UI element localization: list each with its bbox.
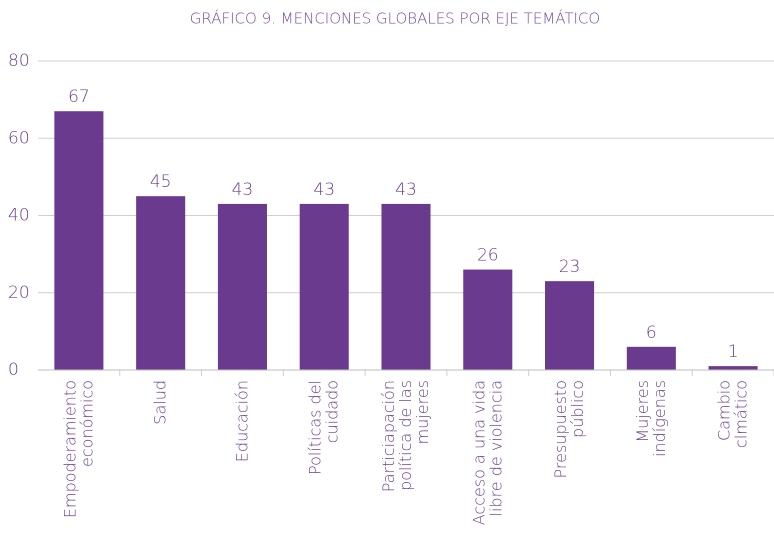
- y-tick-label: 80: [8, 51, 30, 71]
- x-label-group: Acceso a una vidalibre de violencia: [469, 380, 505, 525]
- x-label-group: Educación: [232, 380, 251, 462]
- data-label: 43: [232, 180, 254, 200]
- x-label-group: Empoderamientoeconómico: [60, 380, 96, 518]
- bar: [299, 203, 349, 370]
- data-label: 6: [646, 323, 657, 343]
- bar: [463, 269, 513, 370]
- data-label: 23: [559, 257, 581, 277]
- x-tick-label: Mujeresindígenas: [632, 380, 668, 457]
- data-label: 45: [150, 172, 172, 192]
- x-label-group: Mujeresindígenas: [632, 380, 668, 457]
- bar: [217, 203, 267, 370]
- x-label-group: Cambioclmático: [714, 380, 750, 448]
- y-tick-label: 40: [8, 206, 30, 226]
- x-tick-label: Educación: [232, 380, 251, 462]
- x-label-group: Salud: [150, 380, 169, 425]
- data-label: 26: [477, 246, 499, 266]
- bar: [545, 281, 595, 370]
- x-label-group: Particiapaciónpolítica de lasmujeres: [379, 380, 432, 492]
- bar: [54, 111, 104, 371]
- x-tick-label: Particiapaciónpolítica de lasmujeres: [379, 380, 432, 492]
- x-tick-label: Presupuestopúblico: [551, 380, 587, 478]
- x-label-group: Presupuestopúblico: [551, 380, 587, 478]
- data-label: 1: [728, 342, 739, 362]
- bar: [136, 196, 186, 370]
- y-tick-label: 20: [8, 283, 30, 303]
- data-label: 43: [313, 180, 335, 200]
- chart-title: GRÁFICO 9. MENCIONES GLOBALES POR EJE TE…: [190, 9, 600, 28]
- y-tick-label: 0: [8, 360, 19, 380]
- x-tick-label: Políticas delcuidado: [305, 380, 341, 475]
- y-tick-label: 60: [8, 128, 30, 148]
- data-label: 67: [68, 87, 90, 107]
- x-tick-label: Cambioclmático: [714, 380, 750, 448]
- x-tick-label: Salud: [150, 380, 169, 425]
- bar: [708, 366, 758, 370]
- data-label: 43: [395, 180, 417, 200]
- x-label-group: Políticas delcuidado: [305, 380, 341, 475]
- x-tick-label: Acceso a una vidalibre de violencia: [469, 380, 505, 525]
- x-tick-label: Empoderamientoeconómico: [60, 380, 96, 518]
- bar: [626, 346, 676, 370]
- bar: [381, 203, 431, 370]
